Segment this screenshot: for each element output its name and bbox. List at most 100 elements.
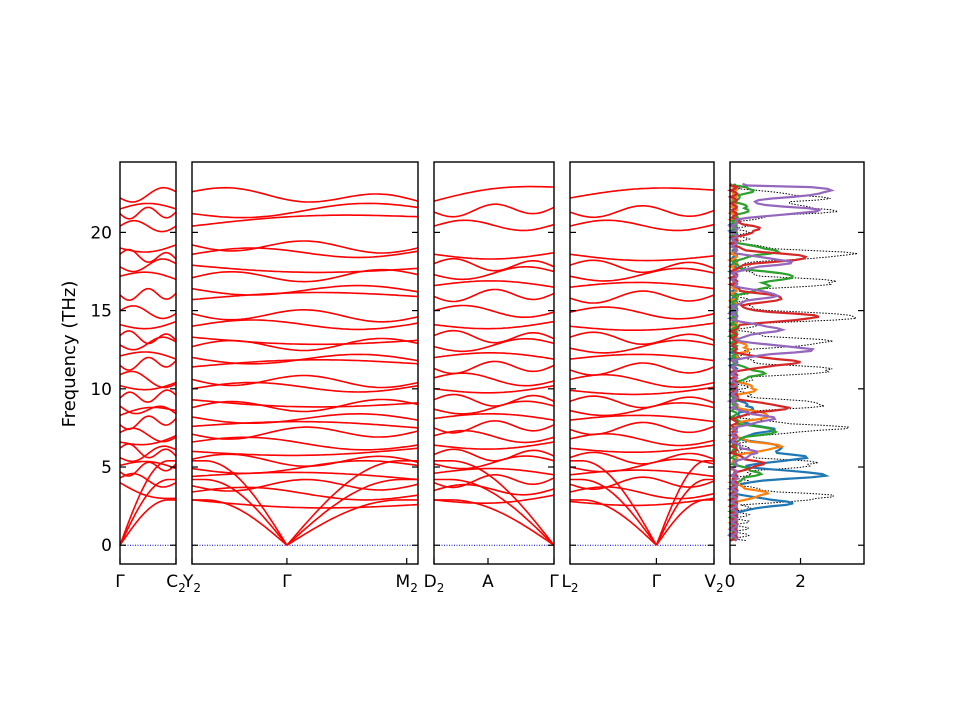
band-line: [119, 405, 177, 415]
band-line: [433, 352, 555, 360]
acoustic-band-line: [655, 478, 714, 546]
y-tick-label: 20: [90, 223, 112, 243]
panel-frame: [191, 161, 419, 565]
band-panel: L2 Γ V2: [561, 161, 724, 595]
band-line: [569, 219, 715, 232]
acoustic-band-line: [119, 460, 176, 546]
x-tick-subscript: 2: [178, 581, 186, 595]
band-line: [433, 467, 555, 476]
band-line: [191, 359, 419, 368]
band-line: [119, 186, 177, 203]
y-axis-label: Frequency (THz): [59, 281, 80, 428]
band-line: [191, 264, 419, 274]
x-tick-label: M2: [396, 572, 418, 595]
band-line: [569, 458, 715, 473]
band-line: [191, 309, 419, 323]
band-line: [569, 322, 715, 331]
band-line: [433, 400, 555, 415]
band-line: [191, 247, 419, 259]
band-line: [119, 202, 177, 210]
band-line: [569, 339, 715, 354]
band-line: [119, 219, 177, 233]
band-line: [569, 205, 715, 219]
y-axis: 0 5 10 15 20: [90, 223, 112, 556]
x-tick-label: Γ: [115, 572, 125, 592]
band-line: [191, 336, 419, 346]
x-tick-subscript: 2: [437, 581, 445, 595]
dos-x-tick-label: 2: [795, 572, 806, 592]
band-line: [119, 287, 177, 302]
band-line: [433, 219, 555, 232]
band-line: [119, 389, 177, 403]
band-line: [191, 413, 419, 424]
band-line: [191, 381, 419, 393]
band-line: [119, 482, 176, 500]
band-line: [433, 304, 555, 318]
band-line: [433, 420, 555, 434]
band-line: [569, 267, 715, 282]
band-line: [191, 240, 419, 254]
band-line: [191, 374, 419, 389]
band-line: [119, 330, 177, 345]
band-line: [433, 288, 555, 303]
band-line: [119, 206, 177, 220]
acoustic-band-line: [286, 478, 418, 546]
dos-x-tick-label: 0: [725, 572, 736, 592]
x-tick-label: Y2: [182, 572, 201, 595]
band-line: [433, 203, 555, 218]
band-line: [569, 306, 715, 320]
band-line: [569, 386, 715, 396]
band-line: [569, 362, 715, 376]
band-line: [433, 329, 555, 344]
band-line: [119, 320, 177, 330]
band-line: [433, 280, 555, 288]
band-line: [191, 202, 419, 219]
y-tick-label: 5: [101, 458, 112, 478]
x-tick-subscript: 2: [716, 581, 724, 595]
band-line: [433, 429, 555, 444]
band-line: [191, 447, 419, 457]
band-line: [433, 372, 555, 387]
band-line: [119, 370, 177, 389]
band-line: [569, 395, 715, 409]
acoustic-band-line: [119, 478, 176, 546]
band-line: [191, 186, 419, 203]
band-line: [191, 426, 419, 440]
dos-curve: [731, 183, 858, 541]
dos-curve: [726, 182, 835, 542]
band-panel: D2 A Γ: [424, 161, 559, 595]
dos-frame: [729, 161, 865, 565]
band-line: [569, 451, 715, 465]
band-line: [119, 271, 177, 281]
band-line: [191, 436, 419, 451]
band-line: [191, 353, 419, 365]
band-line: [569, 433, 715, 447]
band-line: [569, 187, 715, 199]
band-line: [191, 319, 419, 331]
y-tick-label: 0: [101, 536, 112, 556]
band-line: [433, 360, 555, 375]
band-line: [119, 356, 177, 371]
x-tick-subscript: 2: [193, 581, 201, 595]
band-line: [433, 448, 555, 462]
band-line: [569, 497, 715, 507]
band-line: [569, 444, 715, 453]
acoustic-band-line: [570, 460, 658, 546]
band-line: [433, 384, 555, 394]
x-tick-label: A: [482, 572, 494, 592]
band-line: [119, 434, 177, 446]
band-line: [569, 486, 715, 500]
band-line: [119, 244, 177, 253]
band-line: [433, 266, 555, 281]
band-line: [569, 353, 715, 362]
band-line: [191, 398, 419, 413]
y-tick-label: 10: [90, 380, 112, 400]
x-tick-subscript: 2: [571, 581, 579, 595]
band-line: [119, 445, 177, 463]
panel-frame: [433, 161, 555, 565]
panel-frame: [569, 161, 715, 565]
band-line: [569, 373, 715, 389]
band-line: [433, 185, 554, 202]
